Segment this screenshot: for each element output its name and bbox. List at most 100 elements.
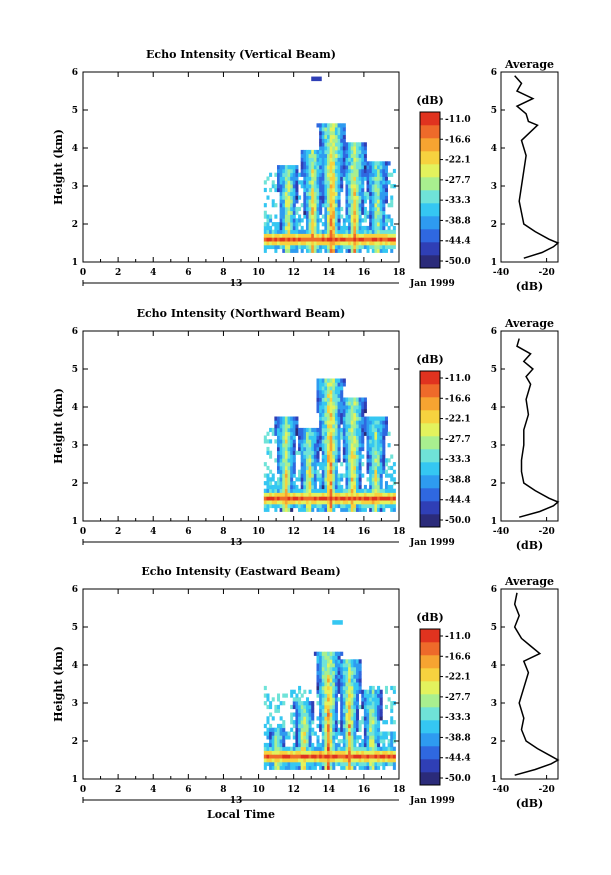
heatmap-cell: [305, 704, 309, 710]
heatmap-cell: [292, 199, 296, 204]
heatmap-cell: [340, 716, 344, 721]
heatmap-cell: [284, 237, 288, 242]
heatmap-cell: [311, 761, 315, 767]
heatmap-cell: [282, 191, 286, 196]
heatmap-cell: [355, 720, 360, 725]
heatmap-cell: [358, 454, 362, 459]
heatmap-cell: [279, 462, 283, 467]
heatmap-cell: [358, 237, 362, 242]
heatmap-cell: [284, 435, 288, 440]
heatmap-cell: [350, 435, 354, 440]
heatmap-cell: [379, 488, 383, 493]
heatmap-cell: [361, 746, 365, 751]
heatmap-cell: [355, 716, 360, 721]
heatmap-cell: [308, 701, 312, 706]
heatmap-cell: [279, 206, 283, 212]
heatmap-cell: [327, 488, 331, 493]
heatmap-cell: [274, 225, 278, 231]
heatmap-cell: [313, 191, 317, 196]
heatmap-cell: [348, 168, 352, 174]
heatmap-cell: [290, 427, 294, 433]
heatmap-cell: [308, 704, 312, 710]
heatmap-cell: [313, 458, 317, 463]
heatmap-cell: [276, 488, 281, 493]
heatmap-cell: [348, 685, 352, 691]
heatmap-cell: [374, 222, 378, 227]
heatmap-cell: [321, 454, 325, 459]
heatmap-cell: [334, 393, 338, 398]
heatmap-cell: [348, 420, 352, 425]
heatmap-cell: [392, 507, 396, 512]
heatmap-cell: [324, 386, 328, 391]
heatmap-cell: [327, 477, 331, 482]
heatmap-cell: [319, 720, 323, 725]
heatmap-cell: [358, 199, 362, 204]
heatmap-cell: [319, 503, 323, 509]
heatmap-cell: [324, 420, 328, 425]
heatmap-cell: [282, 241, 286, 246]
heatmap-cell: [290, 424, 294, 429]
heatmap-cell: [298, 469, 302, 474]
heatmap-cell: [348, 454, 352, 459]
heatmap-cell: [321, 450, 325, 455]
heatmap-cell: [276, 708, 281, 713]
heatmap-cell: [355, 233, 360, 238]
heatmap-cell: [348, 693, 352, 698]
heatmap-cell: [279, 165, 283, 170]
heatmap-cell: [279, 450, 283, 455]
heatmap-cell: [324, 412, 328, 417]
heatmap-cell: [377, 187, 381, 193]
heatmap-cell: [348, 488, 352, 493]
heatmap-cell: [284, 443, 288, 448]
heatmap-cell: [379, 424, 383, 429]
heatmap-cell: [332, 184, 336, 189]
heatmap-cell: [353, 454, 357, 459]
heatmap-cell: [374, 500, 378, 505]
heatmap-cell: [348, 720, 352, 725]
heatmap-cell: [321, 492, 325, 497]
heatmap-cell: [377, 450, 381, 455]
heatmap-cell: [284, 458, 288, 463]
heatmap-cell: [316, 191, 320, 196]
heatmap-cell: [390, 701, 394, 706]
heatmap-cell: [319, 203, 323, 208]
heatmap-cell: [327, 454, 331, 459]
heatmap-cell: [287, 210, 291, 215]
heatmap-cell: [276, 704, 281, 710]
heatmap-cell: [332, 241, 336, 246]
heatmap-cell: [363, 191, 367, 196]
heatmap-cell: [284, 761, 288, 767]
heatmap-cell: [334, 187, 338, 193]
heatmap-cell: [361, 146, 365, 151]
heatmap-cell: [303, 161, 307, 166]
heatmap-cell: [290, 746, 294, 751]
heatmap-cell: [342, 693, 346, 698]
heatmap-cell: [332, 761, 336, 767]
heatmap-cell: [287, 165, 291, 170]
heatmap-cell: [363, 408, 367, 414]
heatmap-cell: [319, 685, 323, 691]
heatmap-cell: [348, 149, 352, 155]
heatmap-cell: [355, 416, 360, 421]
heatmap-cell: [295, 708, 299, 713]
heatmap-cell: [361, 500, 365, 505]
heatmap-cell: [319, 765, 323, 770]
heatmap-cell: [348, 477, 352, 482]
heatmap-cell: [369, 454, 373, 459]
heatmap-cell: [340, 701, 344, 706]
heatmap-cell: [329, 214, 333, 219]
heatmap-cell: [358, 427, 362, 433]
heatmap-cell: [295, 427, 299, 433]
heatmap-cell: [316, 735, 320, 740]
heatmap-cell: [358, 462, 362, 467]
heatmap-cell: [392, 758, 396, 763]
heatmap-cell: [377, 431, 381, 436]
heatmap-cell: [369, 701, 373, 706]
heatmap-cell: [295, 488, 299, 493]
heatmap-cell: [263, 435, 267, 440]
heatmap-cell: [353, 735, 357, 740]
heatmap-cell: [384, 187, 388, 193]
heatmap-cell: [342, 176, 346, 181]
heatmap-cell: [313, 184, 317, 189]
heatmap-cell: [390, 244, 394, 250]
